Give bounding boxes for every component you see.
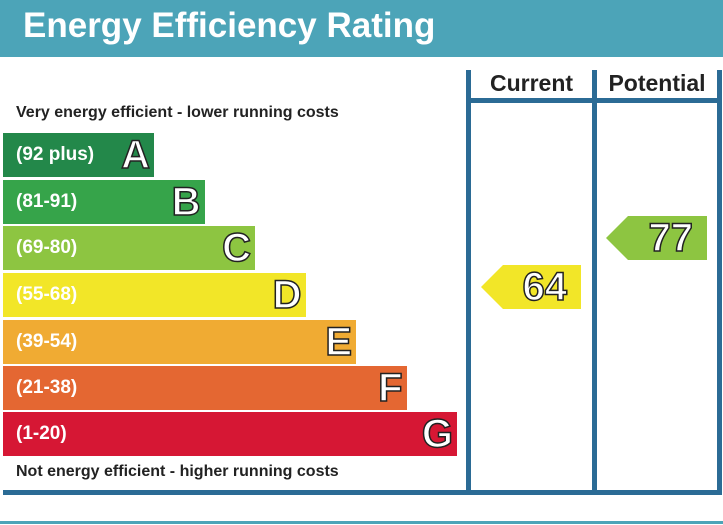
band-range: (39-54): [16, 331, 78, 352]
header-separator: [466, 98, 722, 103]
top-note: Very energy efficient - lower running co…: [16, 104, 339, 121]
column-header-current: Current: [489, 70, 574, 96]
band-a: (92 plus) A: [3, 132, 154, 178]
band-f: (21-38) F: [3, 365, 407, 411]
band-range: (92 plus): [16, 144, 95, 165]
band-letter: B: [171, 179, 201, 225]
band-letter: F: [377, 365, 403, 411]
current-rating-value: 64: [522, 264, 568, 310]
title-bar: Energy Efficiency Rating: [0, 0, 723, 57]
column-header-potential: Potential: [608, 70, 706, 96]
table-border-right: [717, 70, 722, 495]
band-g: (1-20) G: [3, 411, 457, 457]
band-letter: G: [421, 411, 454, 457]
footer-line: [0, 521, 723, 524]
band-letter: C: [221, 225, 251, 271]
bottom-note: Not energy efficient - higher running co…: [16, 463, 339, 480]
table-divider: [592, 70, 597, 495]
chart-title: Energy Efficiency Rating: [23, 6, 436, 45]
band-letter: E: [325, 319, 353, 365]
band-letter: D: [272, 272, 302, 318]
band-e: (39-54) E: [3, 319, 356, 365]
band-range: (55-68): [16, 284, 78, 305]
band-b: (81-91) B: [3, 179, 205, 225]
band-range: (81-91): [16, 191, 78, 212]
band-range: (21-38): [16, 377, 78, 398]
table-border-left: [466, 70, 471, 495]
band-range: (69-80): [16, 237, 78, 258]
bottom-border: [3, 490, 722, 495]
band-range: (1-20): [16, 423, 67, 444]
current-rating-arrow: 64: [481, 264, 581, 310]
potential-rating-value: 77: [648, 215, 694, 261]
potential-rating-arrow: 77: [606, 215, 707, 261]
band-c: (69-80) C: [3, 225, 255, 271]
band-d: (55-68) D: [3, 272, 306, 318]
band-letter: A: [120, 132, 150, 178]
